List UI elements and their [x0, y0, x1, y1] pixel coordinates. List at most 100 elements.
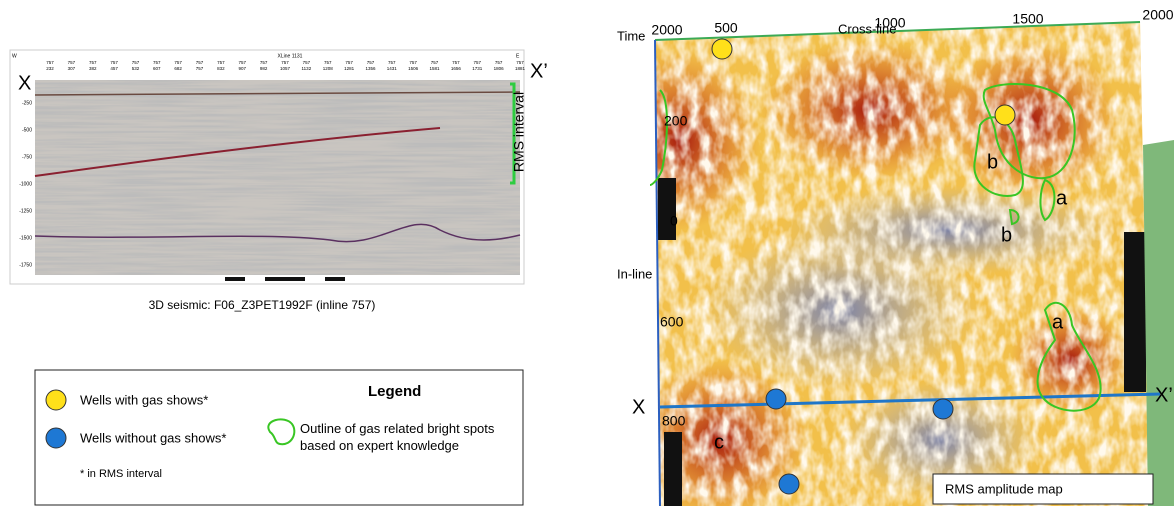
cross-line-label: 2000	[1142, 7, 1173, 23]
inline-number: 757	[474, 60, 482, 65]
inline-number: 757	[324, 60, 332, 65]
crossline-number: 757	[196, 66, 204, 71]
rms-label: RMS interval	[511, 92, 527, 172]
crossline-number: 907	[239, 66, 247, 71]
cross-line-label: 2000	[651, 22, 682, 38]
seismic-panel: W E XLine 1131 7572327573077573827574577…	[9, 49, 548, 312]
reflector	[34, 91, 521, 96]
reflector	[34, 127, 441, 177]
xline-label: XLine 1131	[278, 53, 303, 59]
inline-number: 757	[260, 60, 268, 65]
crossline-number: 1281	[344, 66, 355, 71]
inline-number: 757	[217, 60, 225, 65]
crossline-number: 232	[46, 66, 54, 71]
map-title-box	[932, 473, 1154, 505]
axis-title: In-line	[617, 266, 652, 281]
inline-number: 757	[388, 60, 396, 65]
seismic-texture	[35, 80, 520, 275]
in-line-label: 800	[662, 413, 686, 429]
legend-text: Wells without gas shows*	[80, 430, 226, 445]
axis-title: Cross-line	[838, 21, 897, 36]
gas-well	[994, 104, 1016, 126]
legend-outline-text-box: Outline of gas related bright spots base…	[300, 421, 495, 453]
depth-label: -1000	[19, 181, 32, 187]
section-end: X’	[530, 60, 548, 82]
reflector	[34, 223, 521, 243]
crossline-number: 607	[153, 66, 161, 71]
legend-outline	[267, 418, 296, 446]
area-label: b	[1001, 224, 1012, 246]
depth-label: -1250	[19, 208, 32, 214]
crossline-number: 832	[217, 66, 225, 71]
crossline-number: 1132	[302, 66, 312, 71]
inline-number: 757	[132, 60, 140, 65]
inline-number: 757	[303, 60, 311, 65]
map-title: RMS amplitude map	[945, 481, 1063, 496]
inline-number: 757	[431, 60, 439, 65]
area-label: c	[714, 431, 724, 453]
inline-number: 757	[174, 60, 182, 65]
crossline-number: 382	[89, 66, 97, 71]
crossline-number: 1806	[494, 66, 505, 71]
area-label: a	[1052, 311, 1064, 333]
crossline-number: 1881	[515, 66, 526, 71]
map-texture	[655, 22, 1150, 506]
legend-nogas-marker	[45, 427, 67, 449]
crossline-number: 457	[110, 66, 118, 71]
caption: 3D seismic: F06_Z3PET1992F (inline 757)	[149, 298, 376, 312]
cross-line-label: 500	[714, 20, 738, 36]
depth-label: -750	[22, 154, 32, 160]
dry-well	[778, 473, 800, 495]
crossline-number: 1208	[323, 66, 334, 71]
section-end: X	[632, 396, 645, 418]
inline-number: 757	[196, 60, 204, 65]
dry-well	[765, 388, 787, 410]
legend-note: * in RMS interval	[80, 468, 162, 480]
legend: Legend Wells with gas shows* Wells witho…	[34, 369, 524, 506]
rms-map: Time Cross-line In-line 2000 500 1000 1500 2…	[617, 7, 1174, 507]
inline-number: 757	[452, 60, 460, 65]
crossline-number: 1356	[365, 66, 376, 71]
depth-label: -250	[22, 100, 32, 106]
cross-line-label: 1000	[874, 15, 905, 31]
legend-text: Wells with gas shows*	[80, 392, 208, 407]
crossline-number: 1581	[430, 66, 441, 71]
legend-gas-marker	[45, 389, 67, 411]
legend-box	[34, 369, 524, 506]
gas-well	[711, 38, 733, 60]
crossline-number: 1431	[387, 66, 398, 71]
crossline-number: 1656	[451, 66, 462, 71]
crossline-number: 307	[68, 66, 76, 71]
area-label: b	[987, 151, 998, 173]
inline-number: 757	[345, 60, 353, 65]
in-line-label: 200	[664, 113, 688, 129]
side-label: E	[516, 53, 520, 59]
inline-number: 757	[239, 60, 247, 65]
axis-title: Time	[617, 28, 645, 43]
crossline-number: 1506	[408, 66, 419, 71]
depth-label: -500	[22, 127, 32, 133]
inline-number: 757	[153, 60, 161, 65]
in-line-label: 0	[670, 213, 678, 229]
section-end: X’	[1155, 384, 1173, 406]
inline-number: 757	[516, 60, 524, 65]
crossline-number: 982	[260, 66, 268, 71]
rms-bracket	[510, 82, 516, 185]
cross-line-label: 1500	[1012, 11, 1043, 27]
crossline-number: 1731	[472, 66, 483, 71]
crossline-number: 1057	[280, 66, 291, 71]
section-end: X	[18, 72, 31, 94]
inline-number: 757	[89, 60, 97, 65]
inline-number: 757	[110, 60, 118, 65]
inline-number: 757	[46, 60, 54, 65]
legend-text: Outline of gas related bright spots base…	[300, 421, 495, 453]
crossline-number: 532	[132, 66, 140, 71]
inline-number: 757	[68, 60, 76, 65]
area-label: a	[1056, 187, 1068, 209]
inline-number: 757	[409, 60, 417, 65]
depth-label: -1750	[19, 262, 32, 268]
dry-well	[932, 398, 954, 420]
inline-number: 757	[367, 60, 375, 65]
legend-title: Legend	[368, 383, 421, 400]
